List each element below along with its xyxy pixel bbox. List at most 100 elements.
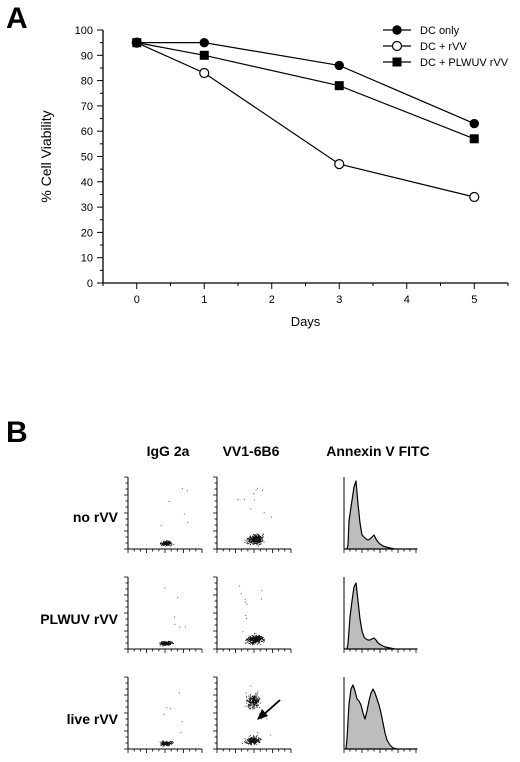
cell-dot: [162, 744, 163, 746]
cell-dot: [171, 742, 172, 744]
cell-dot: [181, 488, 183, 490]
cell-dot: [170, 542, 171, 544]
cell-dot: [165, 543, 167, 544]
data-point: [392, 57, 402, 67]
cell-dot: [246, 618, 247, 619]
cell-dot: [249, 541, 251, 543]
y-tick-label: 40: [81, 177, 93, 189]
cell-dot: [256, 544, 258, 546]
cell-dot: [251, 539, 253, 541]
cell-dot: [164, 543, 165, 545]
cell-dot: [163, 713, 165, 715]
cell-dot: [247, 543, 249, 545]
cell-dot: [253, 703, 255, 705]
cell-dot: [160, 741, 162, 743]
cell-dot: [249, 708, 250, 710]
cell-dot: [252, 535, 254, 537]
cell-dot: [258, 637, 260, 639]
cell-dot: [252, 537, 254, 539]
series-line: [136, 42, 475, 198]
cell-dot: [258, 699, 260, 701]
cell-dot: [250, 738, 252, 740]
cell-dot: [159, 645, 161, 647]
cell-dot: [173, 544, 175, 545]
cell-dot: [164, 542, 166, 544]
cell-dot: [246, 742, 248, 744]
cell-dot: [169, 743, 171, 744]
cell-dot: [239, 585, 241, 587]
cell-dot: [262, 489, 263, 491]
cell-dot: [256, 637, 258, 639]
cell-dot: [262, 640, 264, 641]
cell-dot: [256, 640, 257, 642]
cell-dot: [252, 696, 253, 698]
cell-dot: [167, 741, 168, 743]
cell-dot: [251, 738, 253, 740]
cell-dot: [165, 545, 166, 547]
cell-dot: [254, 541, 255, 543]
cell-dot: [248, 640, 250, 642]
cell-dot: [258, 535, 259, 537]
cell-dot: [270, 734, 272, 736]
cell-dot: [253, 738, 255, 740]
panel-a-letter: A: [6, 2, 28, 35]
cell-dot: [254, 537, 256, 539]
y-tick-label: 20: [81, 227, 93, 239]
cell-dot: [169, 708, 171, 710]
cell-dot: [253, 708, 255, 710]
cell-dot: [251, 704, 253, 706]
cell-dot: [250, 536, 251, 537]
cell-dot: [250, 642, 252, 644]
cell-dot: [166, 545, 168, 547]
cell-dot: [258, 636, 260, 638]
cell-dot: [251, 638, 253, 639]
cell-dot: [255, 636, 256, 638]
cell-dot: [256, 641, 258, 643]
cell-dot: [183, 513, 185, 515]
cell-dot: [247, 540, 249, 542]
cell-dot: [169, 741, 170, 743]
cell-dot: [165, 643, 166, 645]
cell-dot: [253, 642, 255, 644]
cell-dot: [254, 538, 256, 540]
cell-dot: [255, 635, 257, 637]
cell-dot: [257, 691, 259, 693]
cell-dot: [256, 537, 257, 539]
cell-dot: [248, 704, 250, 706]
cell-dot: [253, 640, 255, 642]
cell-dot: [256, 739, 258, 741]
cell-dot: [250, 737, 252, 739]
cell-dot: [250, 699, 251, 701]
cell-dot: [166, 544, 168, 545]
cell-dot: [256, 543, 258, 545]
cell-dot: [246, 639, 247, 641]
cell-dot: [163, 540, 165, 542]
cell-dot: [248, 537, 250, 539]
cell-dot: [255, 704, 257, 706]
cell-dot: [162, 645, 164, 647]
cell-dot: [258, 634, 260, 636]
cell-dot: [250, 741, 252, 743]
cell-dot: [166, 706, 168, 708]
cell-dot: [249, 741, 251, 742]
cell-dot: [256, 705, 258, 707]
cell-dot: [256, 739, 258, 741]
cell-dot: [160, 543, 162, 545]
cell-dot: [251, 740, 253, 742]
cell-dot: [260, 639, 262, 640]
cell-dot: [161, 545, 163, 546]
cell-dot: [254, 702, 256, 704]
cell-dot: [169, 641, 171, 643]
cell-dot: [252, 543, 254, 545]
cell-dot: [167, 742, 169, 744]
cell-dot: [250, 542, 252, 544]
data-point: [391, 40, 403, 52]
cell-dot: [162, 740, 164, 742]
cell-dot: [169, 641, 170, 642]
cell-dot: [248, 642, 249, 644]
cell-dot: [167, 741, 169, 743]
cell-dot: [257, 739, 259, 740]
cell-dot: [256, 700, 258, 702]
cell-dot: [163, 644, 164, 646]
cell-dot: [249, 694, 251, 695]
